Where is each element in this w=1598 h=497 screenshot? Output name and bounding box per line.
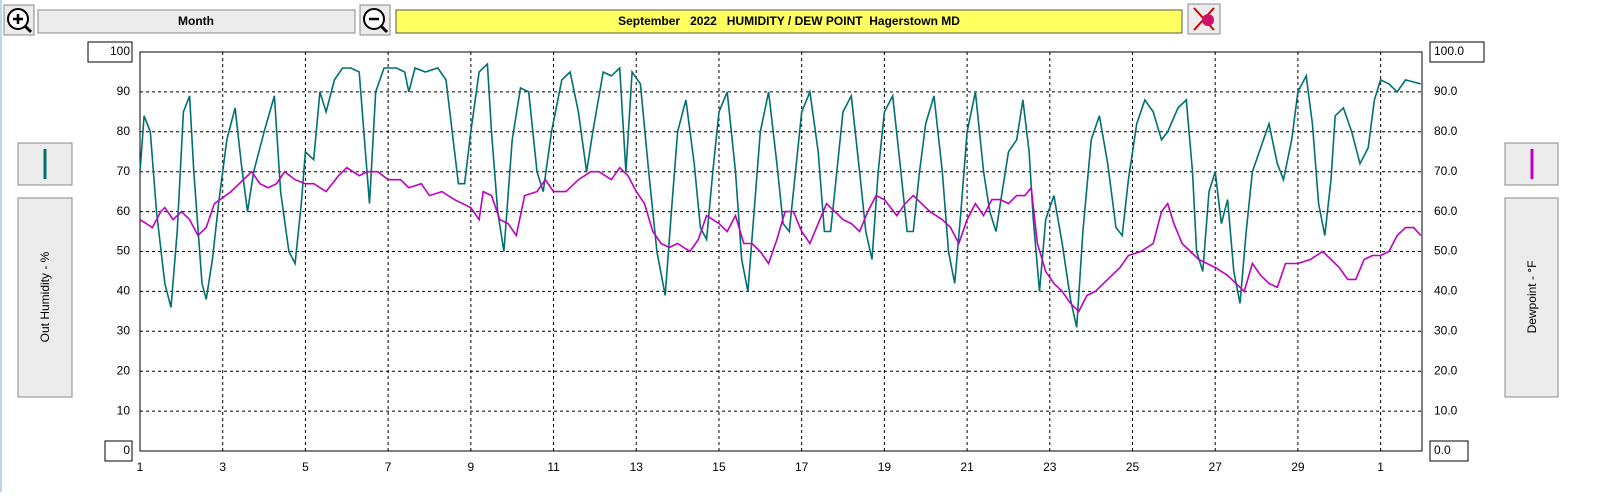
- x-tick-label: 15: [712, 460, 726, 474]
- dewpoint-axis-button[interactable]: Dewpoint - °F: [1504, 197, 1559, 398]
- x-tick-label: 25: [1126, 460, 1140, 474]
- x-tick-label: 21: [960, 460, 974, 474]
- y2-tick-label: 0.0: [1434, 443, 1451, 457]
- data-line: [139, 166, 1422, 313]
- y-tick-label: 10: [117, 403, 131, 417]
- x-tick-label: 19: [878, 460, 892, 474]
- tick-box: [87, 41, 133, 63]
- x-tick-label: 23: [1043, 460, 1057, 474]
- y-tick-label: 20: [117, 363, 131, 377]
- zoom-in-button[interactable]: [3, 4, 35, 36]
- dewpoint-legend-button[interactable]: [1504, 142, 1559, 186]
- zoom-out-button[interactable]: [359, 4, 391, 36]
- x-tick-label: 5: [302, 460, 309, 474]
- tick-box: [1429, 440, 1469, 462]
- x-tick-label: 1: [1377, 460, 1384, 474]
- y-tick-label: 0: [123, 443, 130, 457]
- x-tick-label: 27: [1209, 460, 1223, 474]
- y2-tick-label: 30.0: [1434, 323, 1458, 337]
- x-tick-label: 13: [630, 460, 644, 474]
- period-label: Month: [178, 14, 214, 28]
- x-tick-label: 1: [137, 460, 144, 474]
- tick-box: [104, 440, 133, 462]
- y2-tick-label: 80.0: [1434, 124, 1458, 138]
- x-tick-label: 9: [467, 460, 474, 474]
- window-edge: [0, 0, 2, 492]
- y2-axis-label: Dewpoint - °F: [1525, 261, 1539, 334]
- x-tick-label: 17: [795, 460, 809, 474]
- y2-tick-label: 90.0: [1434, 84, 1458, 98]
- tick-box: [1429, 41, 1485, 63]
- x-tick-label: 29: [1291, 460, 1305, 474]
- y2-tick-label: 70.0: [1434, 164, 1458, 178]
- y-tick-label: 80: [117, 124, 131, 138]
- y-tick-label: 60: [117, 204, 131, 218]
- x-tick-label: 11: [547, 460, 560, 474]
- x-tick-label: 7: [385, 460, 392, 474]
- period-button[interactable]: Month: [37, 9, 356, 34]
- humidity-legend-button[interactable]: [17, 142, 73, 186]
- y-tick-label: 70: [117, 164, 131, 178]
- y2-tick-label: 20.0: [1434, 363, 1458, 377]
- y2-tick-label: 10.0: [1434, 403, 1458, 417]
- y2-tick-label: 40.0: [1434, 284, 1458, 298]
- y-tick-label: 90: [117, 84, 131, 98]
- y2-tick-label: 50.0: [1434, 244, 1458, 258]
- y-tick-label: 50: [117, 244, 131, 258]
- title-box: [395, 9, 1183, 34]
- y2-tick-label: 60.0: [1434, 204, 1458, 218]
- data-line: [139, 62, 1422, 328]
- chart-title: September 2022 HUMIDITY / DEW POINT Hage…: [618, 14, 960, 28]
- y-axis-label: Out Humidity - %: [38, 251, 52, 342]
- y-tick-label: 30: [117, 323, 131, 337]
- y-tick-label: 40: [117, 284, 131, 298]
- y2-tick-label: 100.0: [1434, 44, 1464, 58]
- y-tick-label: 100: [110, 44, 130, 58]
- x-tick-label: 3: [219, 460, 226, 474]
- color-button[interactable]: [1187, 3, 1221, 35]
- humidity-axis-button[interactable]: Out Humidity - %: [17, 197, 73, 398]
